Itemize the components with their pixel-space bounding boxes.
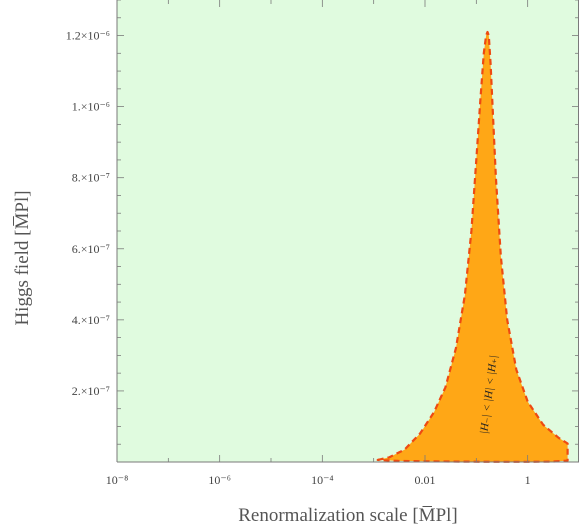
y-tick-label: 1.×10⁻⁶	[72, 100, 110, 114]
x-tick-label: 0.01	[415, 473, 436, 487]
x-tick-label: 10⁻⁴	[311, 473, 334, 487]
y-tick-label: 8.×10⁻⁷	[72, 171, 110, 185]
y-tick-label: 2.×10⁻⁷	[72, 384, 110, 398]
tick-label-layer: 10⁻⁸ 10⁻⁶ 10⁻⁴ 0.01 1 2.×10⁻⁷ 4.×10⁻⁷ 6.×10⁻⁷ 8.…	[66, 29, 531, 487]
x-tick-label: 1	[525, 473, 531, 487]
x-tick-label: 10⁻⁶	[208, 473, 231, 487]
y-tick-label: 4.×10⁻⁷	[72, 313, 110, 327]
y-axis-title: Higgs field [M̅Pl]	[12, 190, 33, 325]
x-axis-title: Renormalization scale [M̅Pl]	[238, 505, 458, 526]
y-tick-label: 1.2×10⁻⁶	[66, 29, 110, 43]
x-tick-label: 10⁻⁸	[106, 473, 129, 487]
y-tick-label: 6.×10⁻⁷	[72, 242, 110, 256]
